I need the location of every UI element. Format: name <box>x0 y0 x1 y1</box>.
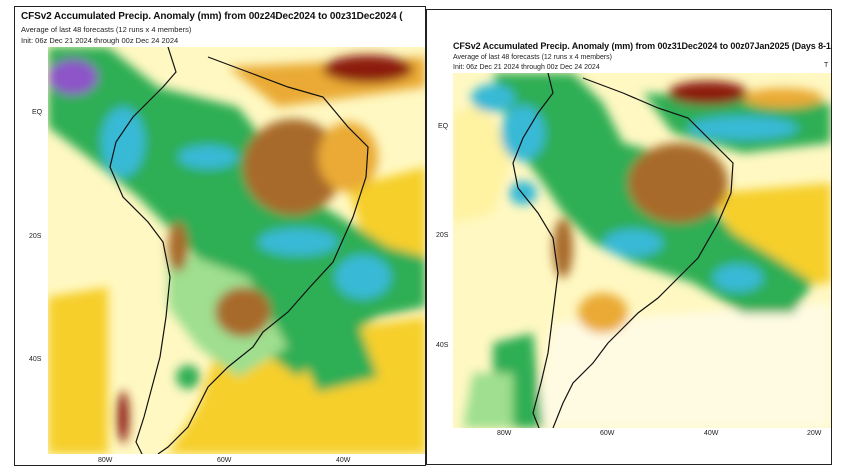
left-forecast-panel: CFSv2 Accumulated Precip. Anomaly (mm) f… <box>14 6 426 466</box>
wet-spot-argentina <box>176 365 200 389</box>
lat-label-40s: 40S <box>29 356 42 363</box>
near-normal-south-atlantic <box>533 303 831 428</box>
wet-core-atlantic <box>335 255 391 299</box>
lon-label-60w: 60W <box>600 430 615 437</box>
wet-core-atlantic <box>713 264 763 292</box>
wet-core-andes-north <box>101 107 145 177</box>
very-dry-caribbean <box>323 55 413 83</box>
right-forecast-panel: CFSv2 Accumulated Precip. Anomaly (mm) f… <box>426 9 832 465</box>
wet-light-green-southwest <box>463 373 513 428</box>
right-map-subtitle: Average of last 48 forecasts (12 runs x … <box>453 54 612 61</box>
lat-label-eq: EQ <box>32 109 43 116</box>
wet-core-north-atlantic <box>688 116 798 140</box>
lon-label-60w: 60W <box>217 457 232 464</box>
lon-label-40w: 40W <box>336 457 351 464</box>
dry-core-andes-central <box>168 222 188 272</box>
wet-core-pacific <box>471 84 515 112</box>
wet-core-central-brazil <box>603 229 663 257</box>
dry-area-la-plata <box>578 293 628 333</box>
lon-label-40w: 40W <box>704 430 719 437</box>
dry-band-southwest <box>48 287 108 454</box>
left-precip-anomaly-map <box>48 47 425 454</box>
lon-label-20w: 20W <box>807 430 822 437</box>
dry-core-patagonia <box>117 391 129 443</box>
lon-label-80w: 80W <box>98 457 113 464</box>
very-dry-caribbean <box>668 81 748 105</box>
lat-label-20s: 20S <box>436 232 449 239</box>
lat-label-eq: EQ <box>438 123 449 130</box>
dry-core-northeast-brazil <box>628 143 728 223</box>
wet-green-south-atlantic <box>278 297 378 392</box>
lat-label-40s: 40S <box>436 342 449 349</box>
dry-area-coastal-northeast <box>318 122 378 192</box>
lat-label-20s: 20S <box>29 233 42 240</box>
wet-core-amazon <box>178 145 238 169</box>
left-map-title: CFSv2 Accumulated Precip. Anomaly (mm) f… <box>21 11 403 22</box>
dry-core-andes-central <box>553 218 573 278</box>
lon-label-80w: 80W <box>497 430 512 437</box>
wet-core-central-brazil <box>258 228 338 256</box>
anomaly-field <box>453 73 831 428</box>
east-coastline <box>157 56 369 454</box>
dry-band-north <box>743 88 823 108</box>
right-map-title: CFSv2 Accumulated Precip. Anomaly (mm) f… <box>453 41 832 51</box>
wet-core-peru <box>509 181 537 205</box>
east-coastline <box>552 77 734 428</box>
west-coastline <box>512 73 559 428</box>
left-map-init: Init: 06z Dec 21 2024 through 00z Dec 24… <box>21 36 179 45</box>
left-map-subtitle: Average of last 48 forecasts (12 runs x … <box>21 25 192 34</box>
dry-pale-pacific <box>453 103 513 223</box>
very-wet-pacific <box>48 59 98 95</box>
right-precip-anomaly-map <box>453 73 831 428</box>
dry-core-northeast-brazil <box>243 119 343 215</box>
right-map-init: Init: 06z Dec 21 2024 through 00z Dec 24… <box>453 64 600 71</box>
right-map-edge-mark: T <box>824 62 829 69</box>
dry-core-la-plata <box>215 287 271 337</box>
west-coastline <box>109 47 177 454</box>
